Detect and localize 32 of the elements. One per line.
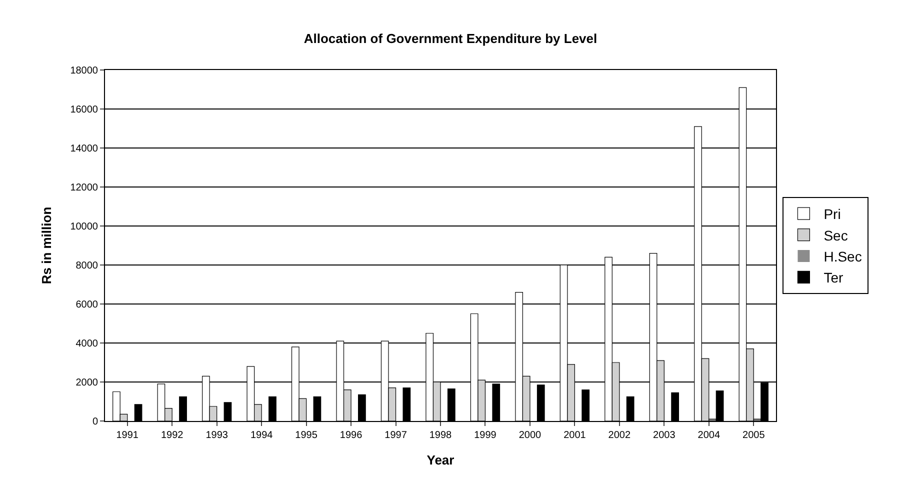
legend-label: Sec: [824, 227, 848, 244]
x-tick-label: 1993: [206, 430, 228, 441]
y-axis-title: Rs in million: [39, 206, 54, 284]
x-tick-label: 2004: [698, 430, 720, 441]
x-tick-label: 2002: [608, 430, 631, 441]
y-tick-label: 16000: [70, 104, 98, 116]
y-tick-label: 4000: [76, 338, 98, 350]
x-tick-label: 2003: [653, 430, 676, 441]
chart-title: Allocation of Government Expenditure by Level: [304, 31, 598, 46]
x-axis-title: Year: [426, 452, 454, 468]
y-tick-label: 0: [92, 416, 98, 428]
x-tick-label: 1991: [116, 430, 139, 441]
x-tick-label: 1994: [250, 430, 274, 441]
x-tick-label: 1999: [474, 430, 497, 441]
x-tick-label: 1992: [160, 430, 184, 441]
x-tick-label: 1995: [295, 430, 318, 441]
y-tick-label: 18000: [70, 66, 98, 76]
y-tick-label: 14000: [70, 144, 98, 154]
x-tick-label: 1998: [429, 430, 452, 441]
x-tick-label: 1996: [340, 430, 363, 441]
x-tick-label: 1997: [384, 430, 408, 441]
legend-label: Pri: [824, 206, 841, 222]
y-tick-label: 10000: [70, 222, 98, 232]
y-tick-label: 12000: [70, 182, 98, 194]
x-tick-label: 2000: [518, 430, 542, 441]
x-tick-label: 2001: [564, 430, 586, 441]
legend-label: H.Sec: [824, 248, 862, 264]
legend-label: Ter: [824, 270, 844, 286]
y-tick-label: 8000: [76, 260, 98, 272]
x-tick-label: 2005: [742, 430, 766, 441]
y-tick-label: 2000: [76, 378, 98, 388]
y-tick-label: 6000: [76, 300, 98, 310]
